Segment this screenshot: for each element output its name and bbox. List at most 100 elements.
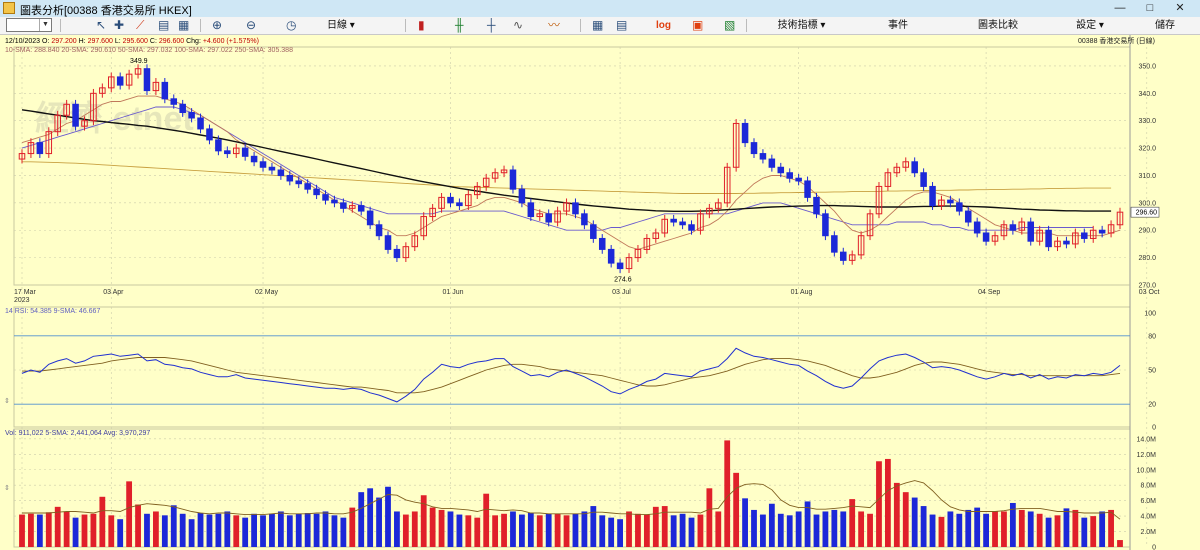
candle-body bbox=[813, 196, 820, 215]
volume-bar bbox=[920, 506, 927, 547]
minimize-button[interactable]: — bbox=[1114, 2, 1126, 14]
candle-body bbox=[224, 150, 231, 155]
candle-body bbox=[1054, 240, 1061, 248]
candle-body bbox=[911, 161, 918, 174]
ohlc-header: 12/10/2023 O: 297.200 H: 297.600 L: 295.… bbox=[5, 37, 259, 46]
candle-body bbox=[884, 172, 892, 187]
clock-icon[interactable]: ◷ bbox=[286, 18, 297, 32]
compare-menu[interactable]: 圖表比較 bbox=[978, 20, 1018, 31]
volume-bar bbox=[179, 513, 186, 547]
candle-body bbox=[795, 177, 802, 182]
volume-bar bbox=[938, 516, 945, 547]
export-icon[interactable]: ▧ bbox=[724, 18, 736, 32]
volume-bar bbox=[643, 514, 650, 547]
volume-bar bbox=[340, 517, 347, 547]
candle-body bbox=[768, 158, 776, 168]
volume-bar bbox=[358, 492, 365, 547]
candle-body bbox=[920, 172, 927, 187]
restore-button[interactable]: □ bbox=[1146, 2, 1154, 14]
volume-bar bbox=[1001, 511, 1007, 547]
chevron-down-icon[interactable]: ▼ bbox=[39, 19, 51, 31]
settings-menu[interactable]: 設定 ▾ bbox=[1076, 20, 1104, 31]
candle-body bbox=[732, 122, 740, 168]
events-menu[interactable]: 事件 bbox=[888, 20, 908, 31]
volume-bar bbox=[1045, 517, 1052, 547]
price-tick-label: 350.0 bbox=[1138, 63, 1156, 70]
volume-bar bbox=[715, 511, 722, 547]
zoom-out-icon[interactable]: ⊖ bbox=[246, 18, 257, 32]
volume-bar bbox=[733, 472, 740, 547]
volume-bar bbox=[90, 513, 97, 547]
candle-body bbox=[956, 202, 963, 212]
toolbar-divider bbox=[580, 19, 581, 32]
table-icon[interactable]: ▤ bbox=[616, 18, 628, 32]
volume-bar bbox=[170, 505, 177, 547]
pane-resize-handle-icon: ⇕ bbox=[4, 397, 10, 405]
chart-area[interactable]: 270.0 280.0 290.0 300.0 310.0 320.0 330.0 340.0… bbox=[0, 35, 1200, 550]
area-chart-icon[interactable]: 〰 bbox=[548, 18, 561, 32]
date-tick-label: 01 Jun bbox=[442, 289, 463, 296]
period-select[interactable]: 日線 ▾ bbox=[327, 20, 355, 31]
candle-body bbox=[598, 237, 606, 250]
candle-body bbox=[27, 142, 35, 155]
volume-tick-label: 0 bbox=[1152, 545, 1156, 550]
grid-icon[interactable]: ▦ bbox=[592, 18, 604, 32]
close-button[interactable]: ✕ bbox=[1175, 2, 1185, 14]
candlestick-icon[interactable]: ▮ bbox=[418, 18, 425, 32]
stock-code-input[interactable]: ▼ bbox=[6, 18, 52, 32]
draw-line-icon[interactable]: ⟋ bbox=[136, 18, 145, 32]
volume-bar bbox=[402, 514, 409, 547]
candle-body bbox=[1089, 229, 1097, 239]
candle-body bbox=[81, 120, 88, 127]
candle-body bbox=[206, 128, 213, 141]
save-button[interactable]: 儲存 bbox=[1155, 20, 1175, 31]
candle-body bbox=[616, 262, 624, 270]
candle-body bbox=[277, 169, 285, 176]
candle-body bbox=[938, 199, 945, 207]
watermark-logo: 經濟 etnet bbox=[35, 99, 194, 138]
candle-body bbox=[545, 213, 552, 223]
price-tick-label: 320.0 bbox=[1138, 146, 1156, 153]
volume-bar bbox=[1117, 540, 1123, 547]
chart-svg[interactable]: 270.0 280.0 290.0 300.0 310.0 320.0 330.0 340.0… bbox=[0, 35, 1200, 550]
rsi-tick-label: 80 bbox=[1148, 333, 1156, 340]
crosshair-icon[interactable]: ✚ bbox=[114, 18, 125, 32]
candle-body bbox=[893, 166, 901, 174]
volume-bar bbox=[617, 519, 623, 547]
candle-body bbox=[54, 114, 61, 133]
candle-body bbox=[822, 213, 829, 237]
candle-body bbox=[1000, 224, 1008, 237]
volume-bar bbox=[420, 495, 427, 547]
ohlc-bar-icon[interactable]: ╫ bbox=[455, 18, 464, 32]
volume-bar bbox=[831, 509, 838, 547]
candle-body bbox=[518, 188, 526, 204]
volume-bar bbox=[1036, 513, 1043, 547]
zoom-in-icon[interactable]: ⊕ bbox=[212, 18, 223, 32]
volume-bar bbox=[1108, 509, 1114, 547]
volume-bar bbox=[554, 513, 561, 547]
rsi-tick-label: 20 bbox=[1148, 402, 1156, 409]
volume-bar bbox=[456, 514, 463, 547]
page-icon[interactable]: ▤ bbox=[158, 18, 170, 32]
line-chart-icon[interactable]: ∿ bbox=[513, 18, 524, 32]
candle-body bbox=[572, 202, 579, 215]
candle-body bbox=[116, 76, 124, 86]
volume-bar bbox=[804, 501, 811, 547]
candle-body bbox=[661, 218, 668, 234]
pointer-icon[interactable]: ↖ bbox=[96, 18, 107, 32]
rsi-line bbox=[21, 347, 1121, 403]
candle-body bbox=[509, 169, 517, 190]
log-scale-button[interactable]: log bbox=[656, 20, 671, 31]
candle-body bbox=[491, 172, 499, 179]
candle-body bbox=[840, 251, 847, 261]
indicators-menu[interactable]: 技術指標 ▾ bbox=[777, 20, 826, 31]
settings-grid-icon[interactable]: ▣ bbox=[692, 18, 704, 32]
bar-chart-icon[interactable]: ┼ bbox=[487, 18, 496, 32]
volume-bar bbox=[760, 514, 766, 547]
volume-bar bbox=[510, 511, 516, 547]
cursor-select-icon[interactable]: ▦ bbox=[178, 18, 190, 32]
candle-body bbox=[947, 199, 954, 204]
period-label: 日線 bbox=[327, 20, 347, 31]
candle-body bbox=[474, 185, 481, 196]
candle-body bbox=[152, 81, 160, 92]
